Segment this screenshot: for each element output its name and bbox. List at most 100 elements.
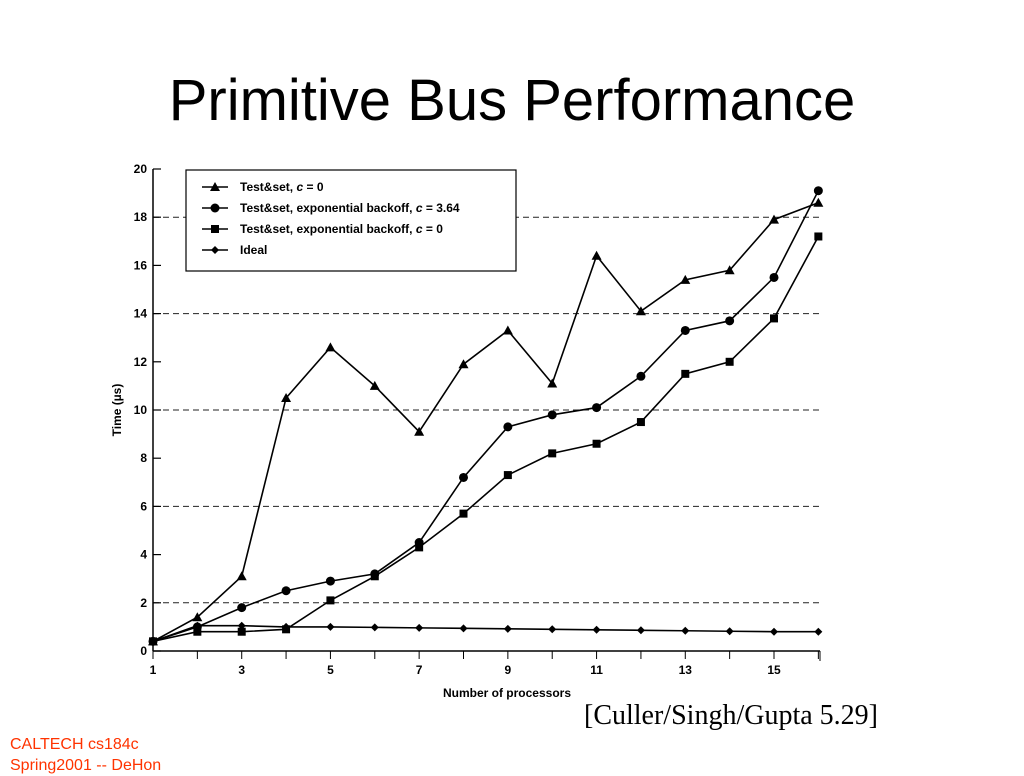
data-point xyxy=(414,426,425,436)
y-tick-label: 8 xyxy=(140,451,147,465)
series-circle xyxy=(148,186,823,646)
data-point xyxy=(592,625,601,634)
x-tick-label: 13 xyxy=(679,663,693,677)
data-point xyxy=(548,449,557,458)
data-point xyxy=(369,380,380,390)
legend-label: Test&set, exponential backoff, c = 3.64 xyxy=(240,201,460,215)
legend-label: Ideal xyxy=(240,243,267,257)
data-point xyxy=(415,623,424,632)
data-point xyxy=(636,418,645,427)
data-point xyxy=(591,250,602,260)
data-point xyxy=(325,342,336,352)
data-point xyxy=(592,439,601,448)
footer-term: Spring2001 -- DeHon xyxy=(10,757,162,774)
data-point xyxy=(770,627,778,636)
data-point xyxy=(149,637,157,646)
legend: Test&set, c = 0 Test&set, exponential bac… xyxy=(185,169,517,272)
x-tick-label: 5 xyxy=(327,663,334,677)
data-point xyxy=(592,403,602,413)
data-point xyxy=(325,576,335,586)
data-point xyxy=(282,622,291,631)
data-point xyxy=(814,232,823,241)
series-line xyxy=(152,190,820,643)
data-point xyxy=(769,214,779,224)
data-point xyxy=(547,410,557,420)
series-square xyxy=(149,232,823,646)
y-tick-label: 0 xyxy=(140,644,147,658)
series-triangle xyxy=(148,197,824,646)
citation: [Culler/Singh/Gupta 5.29] xyxy=(584,700,878,731)
series-line xyxy=(152,201,819,643)
footer: CALTECH cs184c Spring2001 -- DeHon xyxy=(10,734,161,776)
data-point xyxy=(459,509,468,518)
data-point xyxy=(459,624,468,633)
x-axis-ticks: 1 3 5 7 9 11 13 15 xyxy=(150,651,819,677)
data-point xyxy=(503,471,512,480)
data-point xyxy=(770,314,778,323)
x-tick-label: 3 xyxy=(238,663,245,677)
legend-box xyxy=(185,169,517,272)
data-point xyxy=(769,272,779,282)
series-diamond xyxy=(149,621,823,646)
legend-marker xyxy=(211,246,219,254)
data-point xyxy=(459,472,468,482)
data-point xyxy=(680,325,690,335)
x-axis-label: Number of processors xyxy=(443,686,571,700)
data-point xyxy=(370,572,379,581)
data-point xyxy=(370,623,379,632)
data-point xyxy=(415,543,424,552)
data-point xyxy=(814,627,823,636)
data-point xyxy=(724,265,735,275)
data-point xyxy=(237,621,246,630)
data-point xyxy=(635,306,646,316)
y-axis-ticks: 0 2 4 6 8 10 12 14 16 18 20 xyxy=(134,162,161,658)
data-point xyxy=(548,625,557,634)
data-point xyxy=(725,357,734,366)
data-point xyxy=(281,586,291,596)
series-layer xyxy=(148,186,824,646)
data-point xyxy=(237,603,247,613)
x-tick-label: 7 xyxy=(416,663,423,677)
footer-course: CALTECH cs184c xyxy=(10,736,139,753)
data-point xyxy=(725,627,734,636)
y-tick-label: 2 xyxy=(140,596,147,610)
y-tick-label: 4 xyxy=(140,548,147,562)
data-point xyxy=(326,596,335,605)
legend-label: Test&set, c = 0 xyxy=(240,180,324,194)
legend-marker xyxy=(211,225,219,233)
series-line xyxy=(152,236,820,643)
data-point xyxy=(680,274,691,284)
data-point xyxy=(192,612,203,622)
data-point xyxy=(681,369,690,378)
data-point xyxy=(636,371,646,381)
data-point xyxy=(813,186,823,196)
data-point xyxy=(813,197,824,207)
data-point xyxy=(281,392,292,402)
legend-marker xyxy=(210,203,220,213)
y-tick-label: 16 xyxy=(134,258,148,272)
x-tick-label: 9 xyxy=(505,663,512,677)
slide-title: Primitive Bus Performance xyxy=(168,68,856,133)
data-point xyxy=(326,622,335,631)
data-point xyxy=(681,626,690,635)
data-point xyxy=(725,316,735,326)
data-point xyxy=(503,624,512,633)
legend-marker xyxy=(210,182,220,191)
data-point xyxy=(503,422,513,432)
data-point xyxy=(236,571,247,581)
y-tick-label: 6 xyxy=(140,499,147,513)
y-tick-label: 12 xyxy=(134,355,148,369)
x-tick-label: 1 xyxy=(150,663,157,677)
y-tick-label: 14 xyxy=(134,307,148,321)
data-point xyxy=(193,627,202,636)
data-point xyxy=(547,378,558,388)
series-line xyxy=(152,624,819,643)
y-tick-label: 10 xyxy=(134,403,148,417)
data-point xyxy=(458,359,469,369)
legend-label: Test&set, exponential backoff, c = 0 xyxy=(240,222,443,236)
data-point xyxy=(193,621,202,630)
x-tick-label: 15 xyxy=(767,663,781,677)
grid-lines xyxy=(153,216,820,604)
data-point xyxy=(636,626,645,635)
